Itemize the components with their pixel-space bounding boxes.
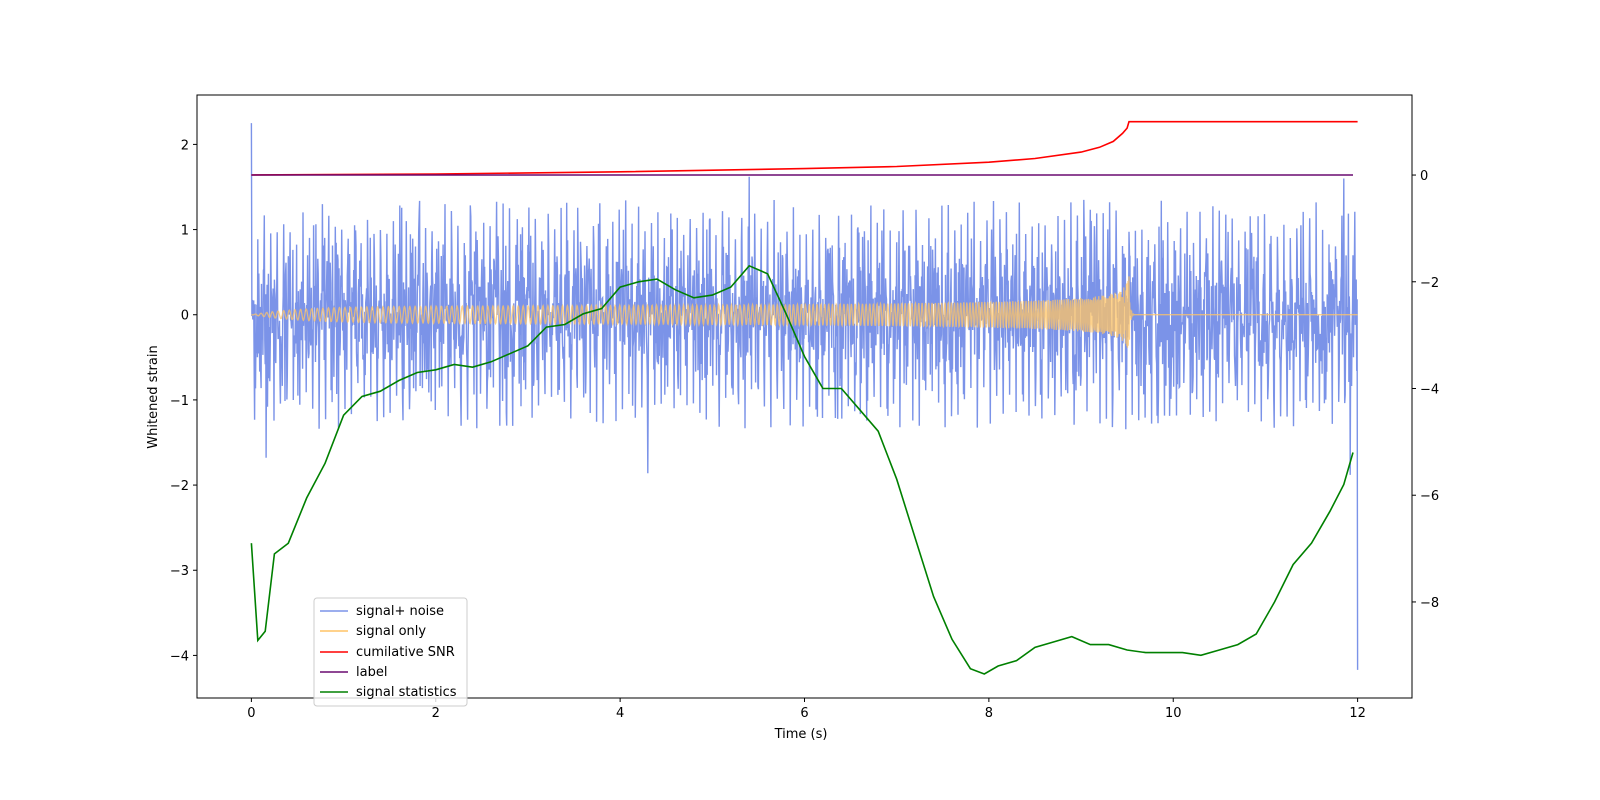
legend-label-cumulative-snr: cumilative SNR [356, 645, 455, 660]
series-signal-statistics-line [250, 264, 1354, 675]
y-tick-label-left: 1 [181, 224, 189, 239]
legend-box [313, 597, 468, 707]
y-tick-label-right: −8 [1420, 596, 1439, 611]
y-tick-label-left: −4 [170, 649, 189, 664]
x-tick-label: 10 [1165, 706, 1182, 721]
y-axis-label: Whitened strain [146, 345, 161, 448]
y-tick-label-left: 0 [181, 309, 189, 324]
series-signal-noise-line [250, 123, 1359, 670]
y-tick-label-right: −6 [1420, 489, 1439, 504]
x-axis: 0 2 4 6 8 10 12 [247, 698, 1366, 721]
y-tick-label-left: −3 [170, 564, 189, 579]
x-tick-label: 8 [985, 706, 993, 721]
legend-label-signal-noise: signal+ noise [356, 604, 444, 619]
x-tick-label: 12 [1349, 706, 1366, 721]
x-tick-label: 4 [616, 706, 624, 721]
legend-label-label: label [356, 665, 387, 680]
legend-label-signal-statistics: signal statistics [356, 685, 457, 700]
plot-area [250, 120, 1359, 675]
x-tick-label: 2 [432, 706, 440, 721]
y-tick-label-right: −4 [1420, 382, 1439, 397]
legend-label-signal-only: signal only [356, 624, 426, 639]
series-cumulative-snr-line [251, 120, 1358, 176]
series-signal-only-line [251, 276, 1358, 348]
y-tick-label-left: 2 [181, 138, 189, 153]
y-axis-right: −8 −6 −4 −2 0 [1412, 169, 1439, 611]
y-tick-label-right: 0 [1420, 169, 1428, 184]
x-tick-label: 0 [247, 706, 255, 721]
y-tick-label-left: −2 [170, 479, 189, 494]
legend: signal+ noise signal only cumilative SNR… [313, 597, 468, 707]
y-tick-label-right: −2 [1420, 276, 1439, 291]
y-tick-label-left: −1 [170, 394, 189, 409]
x-axis-label: Time (s) [774, 727, 828, 742]
y-axis-left: −4 −3 −2 −1 0 1 2 [170, 138, 197, 664]
x-tick-label: 6 [800, 706, 808, 721]
